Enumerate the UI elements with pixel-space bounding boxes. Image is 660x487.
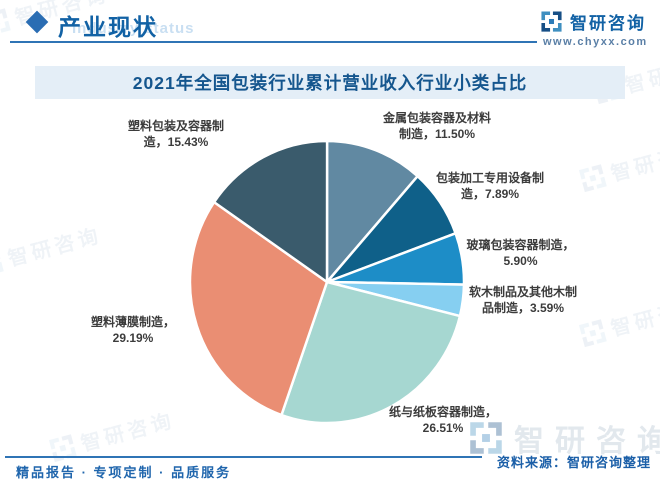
watermark-text: 智研咨询	[78, 409, 178, 456]
watermark-text: 智研咨询	[5, 224, 105, 271]
watermark-logo: 智研咨询	[576, 134, 660, 195]
brand-logo-icon	[577, 317, 609, 349]
pie-label-cork-wood-products: 软木制品及其他木制 品制造，3.59%	[468, 285, 577, 316]
header-watermark-en: Industry status	[72, 20, 195, 37]
header-divider	[10, 41, 537, 43]
diamond-bullet-icon	[25, 10, 49, 34]
chart-title-band: 2021年全国包装行业累计营业收入行业小类占比	[35, 66, 625, 99]
pie-label-glass-containers: 玻璃包装容器制造， 5.90%	[466, 238, 575, 269]
pie-label-processing-equipment: 包装加工专用设备制 造，7.89%	[435, 171, 544, 202]
footer-tagline: 精品报告 · 专项定制 · 品质服务	[16, 465, 232, 480]
brand-name: 智研咨询	[570, 14, 646, 33]
pie-slice-4	[280, 280, 462, 425]
watermark-logo: 智研咨询	[0, 219, 105, 280]
chart-title: 2021年全国包装行业累计营业收入行业小类占比	[132, 73, 528, 93]
brand-logo-icon	[540, 10, 563, 33]
pie-label-metal-packaging: 金属包装容器及材料 制造，11.50%	[382, 111, 491, 142]
pie-label-paper-containers: 纸与纸板容器制造， 26.51%	[388, 405, 497, 436]
pie-label-plastic-film: 塑料薄膜制造， 29.19%	[90, 315, 175, 346]
brand-logo-icon	[0, 6, 13, 38]
pie-chart	[188, 139, 466, 425]
pie-slice-0	[325, 139, 419, 284]
page-title: 产业现状	[58, 14, 158, 40]
watermark-text: 智研咨询	[608, 294, 660, 341]
brand-logo: 智研咨询	[540, 9, 646, 34]
website-url: www.chyxx.com	[543, 36, 648, 48]
watermark-text: 智研咨询	[608, 139, 660, 186]
pie-slice-6	[212, 139, 329, 284]
watermark-text: 智研咨询	[622, 51, 660, 98]
pie-label-plastic-containers: 塑料包装及容器制 造，15.43%	[127, 119, 224, 150]
pie-slice-5	[188, 200, 329, 417]
data-source: 资料来源：智研咨询整理	[497, 455, 652, 470]
brand-logo-icon	[47, 432, 79, 464]
brand-logo-icon	[577, 162, 609, 194]
footer-divider	[5, 456, 482, 458]
brand-logo-icon	[0, 247, 6, 279]
